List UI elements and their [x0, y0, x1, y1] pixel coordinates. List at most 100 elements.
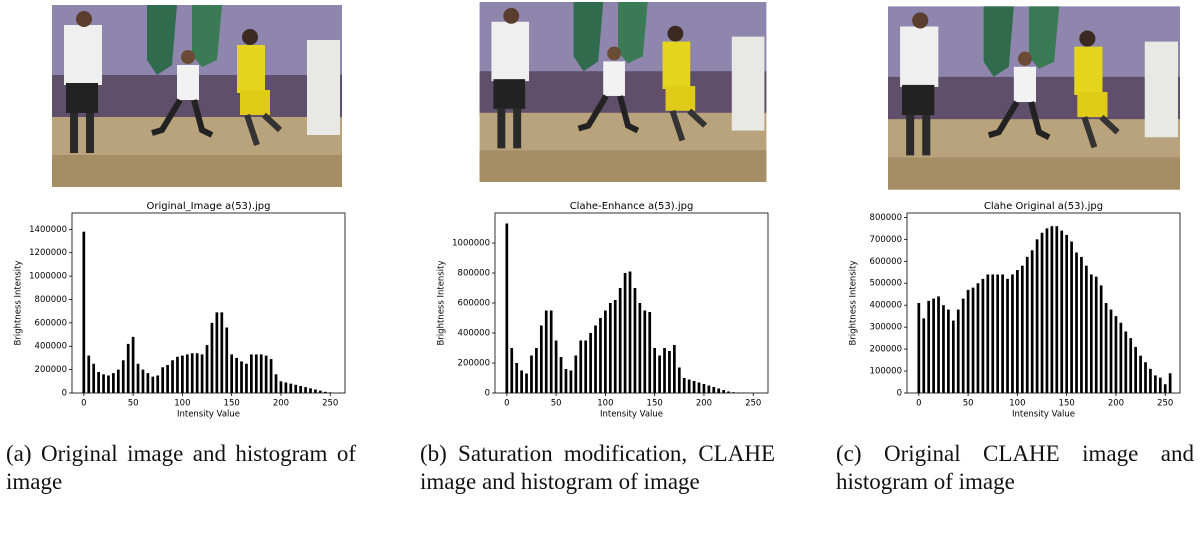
bar	[171, 360, 174, 393]
y-tick-label: 1000000	[452, 239, 490, 249]
y-tick-label: 600000	[870, 257, 902, 267]
x-axis-label: Intensity Value	[177, 410, 240, 420]
x-tick-label: 200	[273, 399, 289, 409]
bar	[147, 373, 150, 393]
bar	[673, 345, 676, 393]
bar	[1051, 226, 1054, 393]
y-tick-label: 600000	[458, 299, 490, 309]
x-axis-label: Intensity Value	[1012, 410, 1075, 420]
x-tick-label: 50	[128, 399, 139, 409]
bar	[986, 274, 989, 393]
bar	[265, 356, 268, 393]
y-tick-label: 0	[62, 389, 67, 399]
x-tick-label: 0	[504, 399, 509, 409]
y-tick-label: 400000	[458, 329, 490, 339]
photo	[480, 2, 767, 182]
bar	[112, 373, 115, 393]
bar	[1134, 347, 1137, 393]
bar	[122, 360, 125, 393]
bar	[275, 374, 278, 393]
bar	[1060, 231, 1063, 393]
bar	[560, 357, 563, 393]
y-tick-label: 0	[897, 389, 902, 399]
x-tick-label: 250	[1157, 399, 1173, 409]
bar	[1006, 279, 1009, 393]
bar	[156, 375, 159, 393]
x-tick-label: 0	[81, 399, 86, 409]
photo	[888, 6, 1180, 189]
bar	[996, 274, 999, 393]
bar	[604, 311, 607, 394]
bar	[260, 354, 263, 393]
bar	[216, 312, 219, 393]
bar	[1021, 266, 1024, 393]
bar	[211, 323, 214, 393]
bar	[245, 364, 248, 393]
bar	[1085, 266, 1088, 393]
bar	[977, 283, 980, 393]
bar	[609, 303, 612, 393]
x-tick-label: 0	[916, 399, 921, 409]
bar	[520, 371, 523, 394]
bar	[1154, 375, 1157, 393]
y-tick-label: 700000	[870, 235, 902, 245]
bar	[555, 341, 558, 394]
bar	[166, 365, 169, 393]
bar	[624, 273, 627, 393]
bar	[629, 272, 632, 394]
y-tick-label: 100000	[870, 367, 902, 377]
bar	[1139, 356, 1142, 393]
bar	[206, 345, 209, 393]
bar	[952, 321, 955, 393]
bar	[967, 290, 970, 393]
bar	[127, 344, 130, 393]
bar	[653, 348, 656, 393]
bar	[683, 378, 686, 393]
y-axis-label: Brightness Intensity	[14, 261, 24, 346]
bar	[1129, 338, 1132, 393]
bar	[574, 356, 577, 394]
bar	[1124, 332, 1127, 393]
plot-frame	[72, 213, 345, 393]
bar	[142, 370, 145, 393]
bar	[285, 382, 288, 393]
x-tick-label: 100	[597, 399, 613, 409]
bar	[314, 389, 317, 393]
photo	[52, 5, 342, 187]
bar	[619, 288, 622, 393]
bar	[299, 386, 302, 393]
bar	[957, 310, 960, 393]
bar	[137, 364, 140, 393]
bar	[1149, 369, 1152, 393]
bar	[235, 358, 238, 393]
bar	[87, 356, 90, 393]
y-tick-label: 200000	[458, 359, 490, 369]
bar	[1075, 253, 1078, 393]
bar	[712, 387, 715, 393]
bar	[698, 383, 701, 394]
bar	[289, 384, 292, 393]
bar	[186, 354, 189, 393]
bar	[722, 390, 725, 393]
bar	[510, 348, 513, 393]
y-tick-label: 300000	[870, 323, 902, 333]
x-tick-label: 100	[1009, 399, 1025, 409]
caption: (b) Saturation modification, CLAHE image…	[420, 440, 775, 496]
bar	[540, 326, 543, 394]
bar	[151, 377, 154, 393]
bar	[599, 318, 602, 393]
bar	[201, 354, 204, 393]
y-tick-label: 1400000	[29, 225, 67, 235]
bar	[663, 348, 666, 393]
bar	[565, 369, 568, 393]
x-tick-label: 50	[963, 399, 974, 409]
bar	[191, 353, 194, 393]
bar	[309, 388, 312, 393]
bar	[535, 348, 538, 393]
bar	[525, 374, 528, 394]
y-tick-label: 200000	[870, 345, 902, 355]
y-tick-label: 500000	[870, 279, 902, 289]
bar	[1169, 373, 1172, 393]
bar	[972, 288, 975, 393]
x-tick-label: 250	[745, 399, 761, 409]
